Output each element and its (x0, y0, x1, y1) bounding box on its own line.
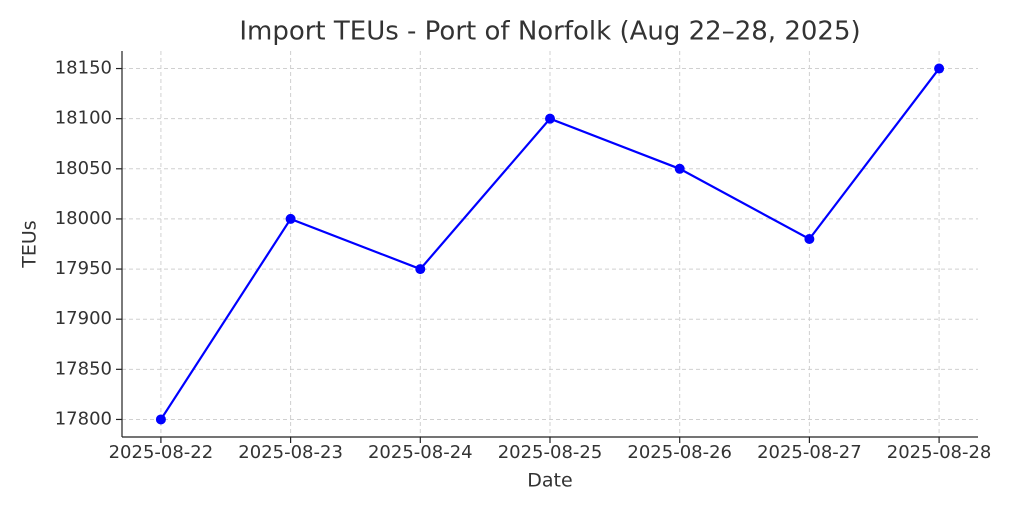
chart-title: Import TEUs - Port of Norfolk (Aug 22–28… (239, 17, 860, 47)
y-tick-label: 18150 (55, 58, 112, 79)
y-tick-label: 18000 (55, 208, 112, 229)
x-tick-label: 2025-08-23 (238, 442, 343, 463)
x-axis-label: Date (527, 470, 572, 492)
point (804, 233, 815, 244)
y-tick-label: 17850 (55, 358, 112, 379)
y-axis-label: TEUs (19, 220, 41, 268)
x-tick-label: 2025-08-26 (627, 442, 732, 463)
y-tick-label: 17900 (55, 308, 112, 329)
point (674, 163, 685, 174)
y-tick-label: 17950 (55, 258, 112, 279)
point (415, 264, 426, 275)
point (934, 63, 945, 74)
x-tick-label: 2025-08-25 (498, 442, 603, 463)
y-tick-label: 18050 (55, 158, 112, 179)
x-tick-label: 2025-08-24 (368, 442, 473, 463)
x-tick-label: 2025-08-22 (109, 442, 214, 463)
point (155, 414, 166, 425)
y-tick-label: 18100 (55, 108, 112, 129)
point (285, 213, 296, 224)
x-tick-label: 2025-08-27 (757, 442, 862, 463)
x-tick-label: 2025-08-28 (887, 442, 992, 463)
y-tick-label: 17800 (55, 408, 112, 429)
point (545, 113, 555, 124)
